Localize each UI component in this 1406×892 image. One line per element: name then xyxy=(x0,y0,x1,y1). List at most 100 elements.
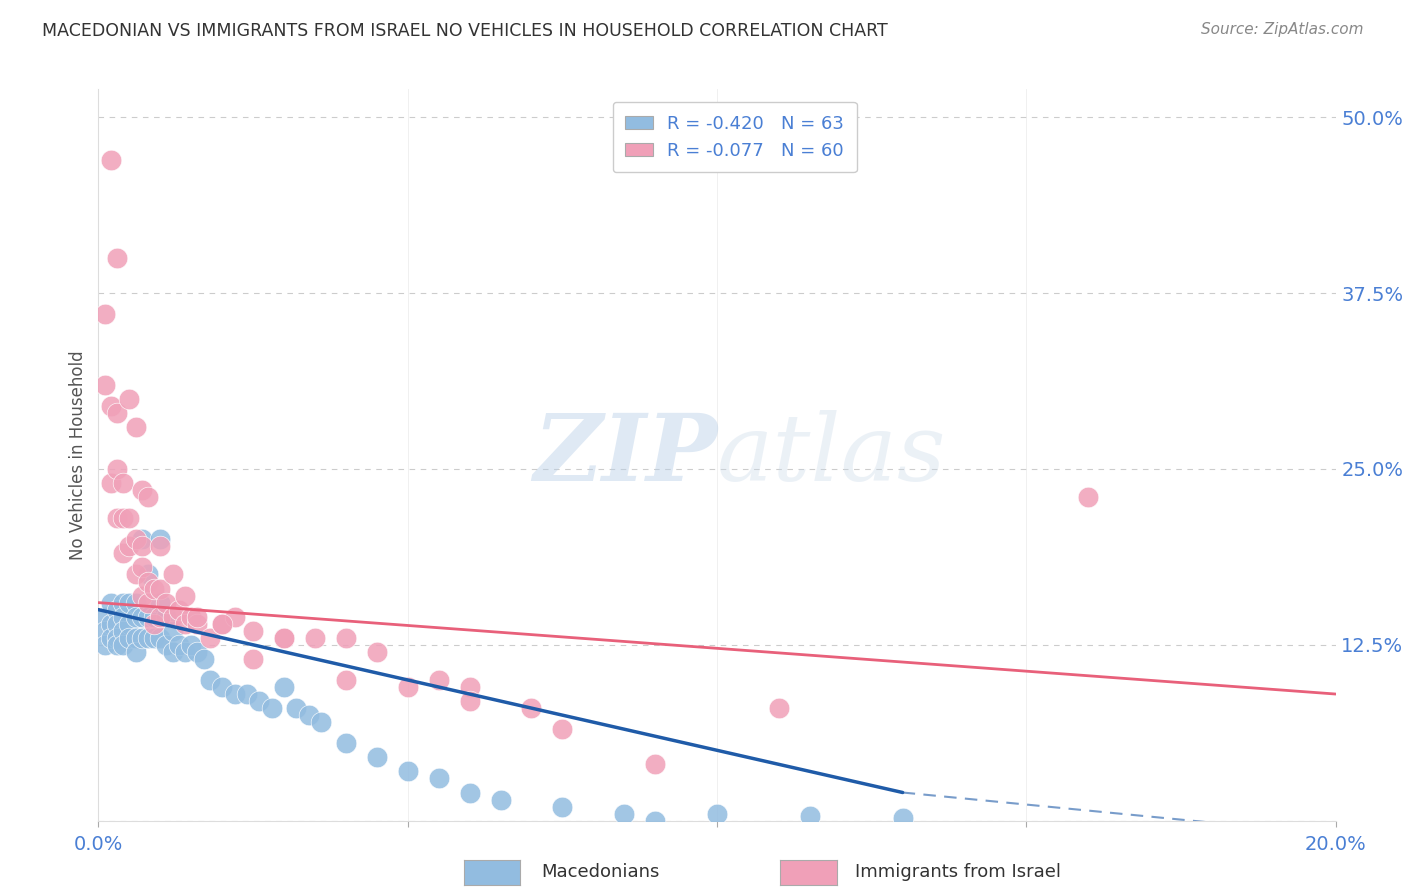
Point xyxy=(224,609,246,624)
Point xyxy=(131,589,153,603)
Point xyxy=(131,539,153,553)
Point xyxy=(105,406,128,420)
Point xyxy=(100,153,122,167)
Point xyxy=(100,616,122,631)
Point xyxy=(149,596,172,610)
Point xyxy=(149,539,172,553)
Point xyxy=(551,723,574,737)
Point xyxy=(211,680,233,694)
Point xyxy=(93,307,115,321)
Point xyxy=(112,624,135,638)
Point xyxy=(458,680,481,694)
Point xyxy=(112,511,135,525)
Point xyxy=(93,624,115,638)
Point xyxy=(335,736,357,750)
Text: MACEDONIAN VS IMMIGRANTS FROM ISRAEL NO VEHICLES IN HOUSEHOLD CORRELATION CHART: MACEDONIAN VS IMMIGRANTS FROM ISRAEL NO … xyxy=(42,22,889,40)
Point xyxy=(136,490,159,504)
Point xyxy=(198,673,221,687)
Point xyxy=(124,596,146,610)
Point xyxy=(366,645,388,659)
Point xyxy=(118,392,141,406)
Point xyxy=(520,701,543,715)
Point xyxy=(174,589,197,603)
Point xyxy=(124,419,146,434)
Point xyxy=(167,638,190,652)
Point xyxy=(247,694,270,708)
Point xyxy=(131,609,153,624)
Text: ZIP: ZIP xyxy=(533,410,717,500)
Point xyxy=(273,631,295,645)
Point xyxy=(105,616,128,631)
Point xyxy=(100,631,122,645)
Point xyxy=(112,476,135,491)
Point xyxy=(211,616,233,631)
Point xyxy=(143,609,166,624)
Point xyxy=(193,652,215,666)
Point xyxy=(155,609,177,624)
Point xyxy=(124,533,146,547)
Point xyxy=(174,645,197,659)
Point xyxy=(198,631,221,645)
Point xyxy=(211,616,233,631)
Point xyxy=(304,631,326,645)
Point xyxy=(105,631,128,645)
Point xyxy=(149,631,172,645)
Point xyxy=(100,596,122,610)
Point xyxy=(93,377,115,392)
Y-axis label: No Vehicles in Household: No Vehicles in Household xyxy=(69,350,87,560)
Point xyxy=(118,511,141,525)
Point xyxy=(155,638,177,652)
Point xyxy=(335,673,357,687)
Point xyxy=(149,609,172,624)
Point xyxy=(131,631,153,645)
Point xyxy=(124,567,146,582)
Point xyxy=(143,582,166,596)
Point xyxy=(112,596,135,610)
Point xyxy=(891,811,914,825)
Point xyxy=(118,616,141,631)
Point xyxy=(366,750,388,764)
Point xyxy=(131,483,153,497)
Point xyxy=(260,701,283,715)
Point xyxy=(273,680,295,694)
Point xyxy=(162,609,184,624)
Point xyxy=(100,399,122,413)
Point xyxy=(273,631,295,645)
Point xyxy=(131,560,153,574)
Point xyxy=(335,631,357,645)
Point xyxy=(136,609,159,624)
Point xyxy=(551,799,574,814)
Point xyxy=(613,806,636,821)
Point xyxy=(105,251,128,265)
Point xyxy=(136,596,159,610)
Point xyxy=(285,701,308,715)
Point xyxy=(1077,490,1099,504)
Point xyxy=(224,687,246,701)
Point xyxy=(242,652,264,666)
Text: atlas: atlas xyxy=(717,410,946,500)
Point xyxy=(105,638,128,652)
Text: Immigrants from Israel: Immigrants from Israel xyxy=(855,863,1062,881)
Point xyxy=(149,533,172,547)
Point xyxy=(458,694,481,708)
Point xyxy=(112,609,135,624)
Point xyxy=(309,715,332,730)
Point xyxy=(644,814,666,828)
Point xyxy=(242,624,264,638)
Point xyxy=(105,462,128,476)
Point xyxy=(155,596,177,610)
Point xyxy=(118,539,141,553)
Point xyxy=(100,476,122,491)
Point xyxy=(180,609,202,624)
Point xyxy=(162,624,184,638)
Point xyxy=(105,602,128,616)
Point xyxy=(186,609,208,624)
Point xyxy=(112,546,135,560)
Point xyxy=(186,645,208,659)
Point xyxy=(149,582,172,596)
Point xyxy=(427,673,450,687)
Point xyxy=(143,616,166,631)
Point xyxy=(112,638,135,652)
Point xyxy=(706,806,728,821)
Point xyxy=(136,574,159,589)
